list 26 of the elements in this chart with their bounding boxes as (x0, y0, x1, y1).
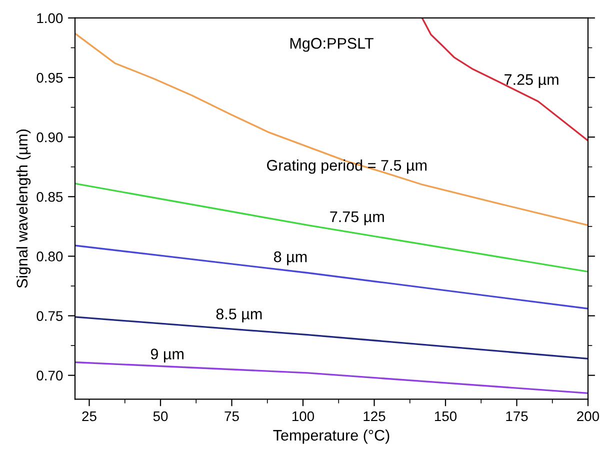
x-tick-label: 175 (506, 411, 528, 422)
x-tick-label: 50 (153, 411, 168, 422)
x-tick-label: 200 (577, 411, 600, 422)
series-label: 8 µm (274, 251, 307, 266)
series-label: Grating period = 7.5 µm (267, 160, 427, 174)
series-label: 7.75 µm (330, 212, 384, 226)
series-label: 9 µm (150, 348, 184, 362)
y-axis-title: Signal wavelength (µm) (16, 130, 31, 288)
x-tick-label: 125 (364, 411, 386, 422)
y-tick-label: 0.75 (36, 311, 63, 321)
x-axis-title: Temperature (°C) (273, 429, 390, 444)
series-label: 7.25 µm (504, 74, 558, 88)
y-tick-label: 0.80 (36, 252, 63, 262)
y-tick-label: 0.85 (36, 192, 63, 202)
x-tick-label: 75 (224, 411, 239, 422)
line-series (421, 18, 588, 142)
x-tick-label: 150 (434, 411, 457, 422)
y-tick-label: 0.70 (36, 370, 63, 381)
x-tick-label: 100 (292, 411, 314, 422)
annotation: MgO:PPSLT (290, 38, 374, 52)
x-tick-label: 25 (82, 411, 96, 422)
y-tick-label: 0.90 (36, 132, 63, 142)
y-tick-label: 1.00 (37, 13, 63, 24)
line-series (75, 32, 588, 226)
series-label: 8.5 µm (216, 308, 262, 322)
y-tick-label: 0.95 (36, 72, 63, 83)
